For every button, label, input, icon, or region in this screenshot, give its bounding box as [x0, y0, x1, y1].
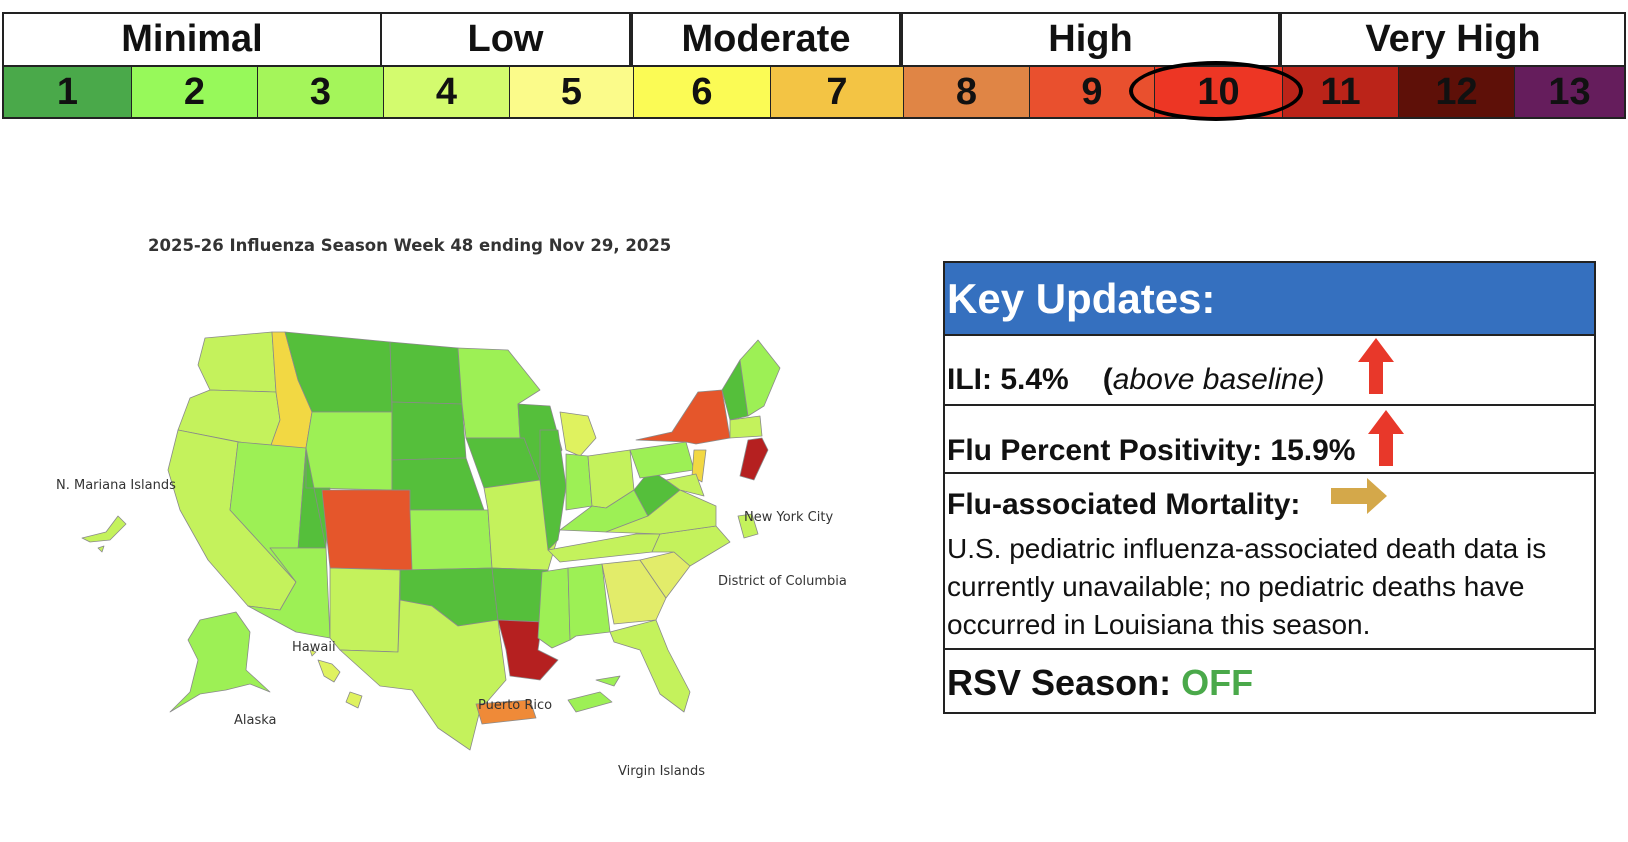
- state-alaska: [169, 611, 271, 713]
- state-maryland-delaware: [665, 473, 705, 497]
- level-cell: 8: [903, 67, 1029, 117]
- state-florida: [609, 619, 691, 713]
- label-mariana-islands: N. Mariana Islands: [56, 478, 176, 493]
- state-new-york: [635, 389, 731, 445]
- state-alabama: [567, 563, 611, 641]
- mortality-label: Flu-associated Mortality:: [947, 488, 1301, 521]
- key-updates-panel: Key Updates: ILI: 5.4% (above baseline) F…: [943, 261, 1596, 714]
- mortality-description: U.S. pediatric influenza-associated deat…: [947, 533, 1547, 640]
- level-cell: 12: [1398, 67, 1514, 117]
- label-alaska: Alaska: [234, 713, 277, 728]
- state-washington: [197, 331, 277, 393]
- activity-level-row: 1 2 3 4 5 6 7 8 9 10 11 12 13: [2, 65, 1626, 119]
- ili-row: ILI: 5.4% (above baseline): [945, 334, 1594, 404]
- territory-virgin-islands: [567, 675, 621, 713]
- rsv-row: RSV Season: OFF: [945, 648, 1594, 714]
- label-hawaii: Hawaii: [292, 640, 336, 655]
- state-wyoming: [305, 411, 393, 491]
- ili-up-arrow-icon: [1358, 338, 1394, 394]
- state-indiana: [565, 453, 593, 511]
- state-new-mexico: [329, 567, 401, 653]
- state-hawaii: [309, 649, 363, 709]
- level-cell: 2: [131, 67, 257, 117]
- category-moderate: Moderate: [631, 12, 901, 65]
- ili-value: ILI: 5.4%: [947, 363, 1069, 396]
- label-virgin-islands: Virgin Islands: [618, 764, 706, 779]
- key-updates-header: Key Updates:: [945, 263, 1594, 334]
- category-high: High: [901, 12, 1280, 65]
- map-title: 2025-26 Influenza Season Week 48 ending …: [148, 236, 672, 255]
- territory-mariana: [81, 515, 127, 553]
- rsv-status: OFF: [1181, 662, 1254, 703]
- level-cell: 7: [770, 67, 903, 117]
- state-south-dakota: [391, 401, 467, 461]
- us-flu-activity-map: [81, 331, 781, 751]
- label-district-of-columbia: District of Columbia: [718, 574, 847, 589]
- state-illinois: [539, 429, 567, 551]
- current-level-marker: [1129, 61, 1303, 121]
- state-georgia: [601, 559, 667, 625]
- category-very-high: Very High: [1280, 12, 1626, 65]
- label-new-york-city: New York City: [744, 510, 834, 525]
- level-cell: 4: [383, 67, 509, 117]
- territory-puerto-rico: [475, 699, 537, 725]
- category-low: Low: [382, 12, 631, 65]
- positivity-up-arrow-icon: [1368, 410, 1404, 466]
- state-new-england-south: [729, 415, 763, 439]
- state-arizona: [247, 547, 331, 639]
- level-cell: 13: [1514, 67, 1624, 117]
- label-puerto-rico: Puerto Rico: [478, 698, 553, 713]
- state-kansas: [409, 509, 493, 571]
- territory-nyc: [739, 437, 769, 481]
- state-michigan: [559, 411, 597, 457]
- state-maine: [739, 339, 781, 417]
- rsv-label: RSV Season:: [947, 662, 1172, 703]
- level-cell: 3: [257, 67, 383, 117]
- state-colorado: [321, 489, 413, 571]
- activity-category-row: Minimal Low Moderate High Very High: [2, 12, 1626, 65]
- level-cell: 5: [509, 67, 633, 117]
- level-cell: 1: [4, 67, 131, 117]
- mortality-row: Flu-associated Mortality: U.S. pediatric…: [945, 472, 1594, 648]
- territory-dc: [737, 513, 759, 539]
- positivity-value: Flu Percent Positivity: 15.9%: [947, 434, 1356, 467]
- state-mississippi: [537, 567, 571, 649]
- mortality-right-arrow-icon: [1331, 478, 1387, 514]
- state-north-dakota: [389, 341, 463, 405]
- positivity-row: Flu Percent Positivity: 15.9%: [945, 404, 1594, 472]
- state-pennsylvania: [629, 441, 695, 479]
- activity-level-scale: Minimal Low Moderate High Very High 1 2 …: [2, 12, 1626, 121]
- ili-note: above baseline: [1112, 363, 1315, 396]
- category-minimal: Minimal: [2, 12, 382, 65]
- state-texas: [339, 599, 507, 751]
- state-tennessee: [547, 533, 661, 563]
- level-cell: 6: [633, 67, 770, 117]
